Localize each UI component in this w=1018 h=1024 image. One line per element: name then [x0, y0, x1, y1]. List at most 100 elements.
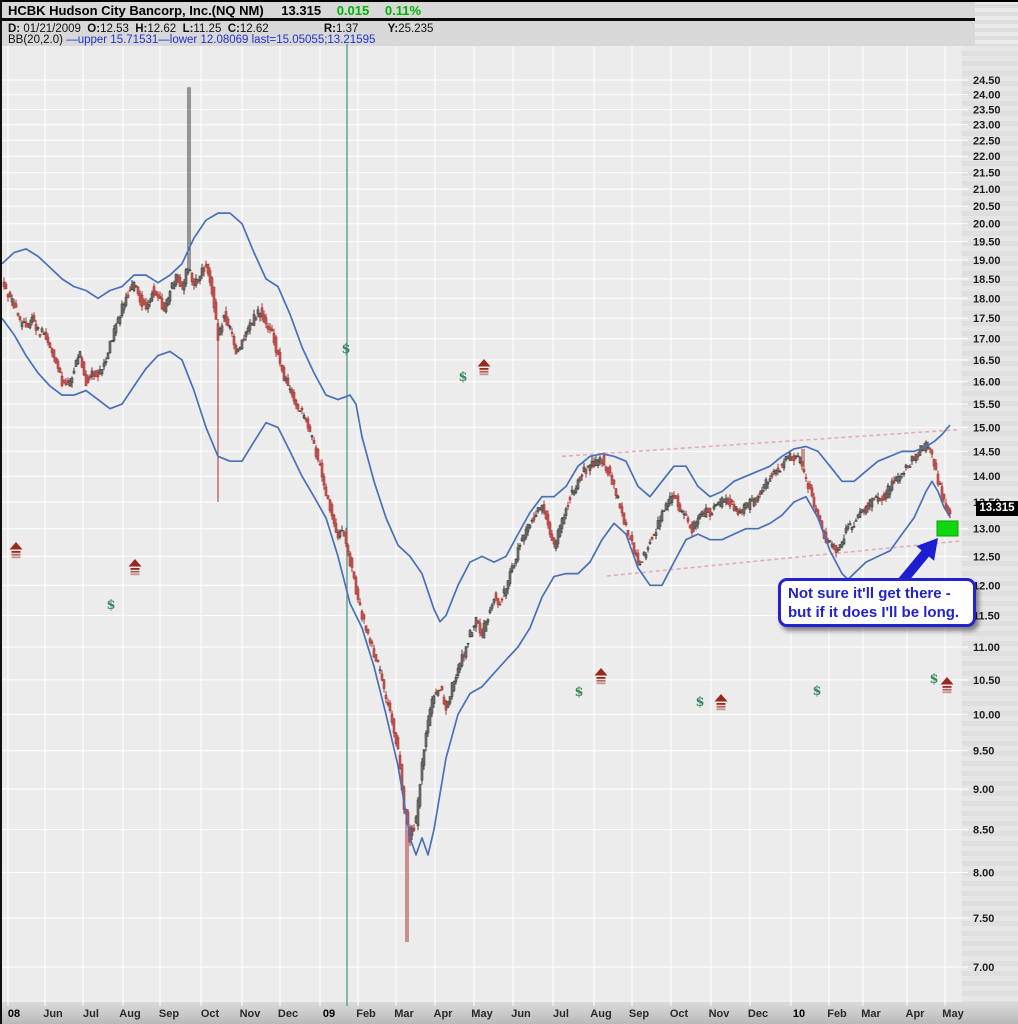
svg-text:Apr: Apr — [906, 1008, 926, 1020]
svg-text:$: $ — [458, 370, 467, 385]
high-label: H: — [135, 23, 148, 35]
annotation-text-line1: Not sure it'll get there - — [788, 585, 951, 602]
svg-text:$: $ — [812, 684, 821, 699]
window-left-border — [0, 0, 2, 1024]
svg-text:09: 09 — [323, 1008, 335, 1020]
svg-text:Mar: Mar — [861, 1008, 881, 1020]
svg-text:Oct: Oct — [670, 1008, 689, 1020]
svg-text:Jul: Jul — [83, 1008, 99, 1020]
time-axis[interactable] — [0, 1002, 1018, 1024]
svg-text:Dec: Dec — [748, 1008, 768, 1020]
svg-text:Jul: Jul — [553, 1008, 569, 1020]
svg-text:24.50: 24.50 — [973, 75, 1001, 87]
ohlc-line: D: 01/21/2009 O:12.53 H:12.62 L:11.25 C:… — [8, 23, 433, 35]
bollinger-upper-line — [1, 212, 951, 623]
svg-text:8.00: 8.00 — [973, 867, 994, 879]
svg-text:11.50: 11.50 — [973, 611, 1000, 623]
svg-text:10: 10 — [793, 1008, 805, 1020]
header-corner-stripes — [975, 0, 1018, 46]
symbol-title: HCBK Hudson City Bancorp, Inc.(NQ NM) — [8, 3, 264, 18]
close-value: 12.62 — [239, 23, 269, 35]
svg-text:10.50: 10.50 — [973, 675, 1001, 687]
svg-text:9.50: 9.50 — [973, 746, 994, 758]
svg-text:$: $ — [574, 685, 583, 700]
svg-text:Mar: Mar — [394, 1008, 414, 1020]
svg-text:$: $ — [929, 672, 938, 687]
trendlines — [561, 428, 963, 577]
svg-text:08: 08 — [8, 1008, 20, 1020]
time-axis-labels: 08 Jun Jul Aug Sep Oct Nov Dec 09 Feb Mar Apr May Jun… — [8, 1008, 965, 1020]
bb-last-label: last= — [251, 34, 277, 46]
bb-upper-label: —upper — [66, 34, 111, 46]
last-price: 13.315 — [281, 3, 322, 18]
svg-text:24.00: 24.00 — [973, 90, 1001, 102]
svg-text:22.00: 22.00 — [973, 151, 1001, 163]
svg-text:22.50: 22.50 — [973, 135, 1001, 147]
svg-text:Nov: Nov — [240, 1008, 262, 1020]
svg-text:8.50: 8.50 — [973, 825, 994, 837]
svg-text:23.50: 23.50 — [973, 105, 1001, 117]
svg-text:18.50: 18.50 — [973, 274, 1001, 286]
svg-text:Aug: Aug — [590, 1008, 611, 1020]
svg-text:17.50: 17.50 — [973, 313, 1001, 325]
svg-text:7.50: 7.50 — [973, 913, 994, 925]
svg-text:9.00: 9.00 — [973, 784, 994, 796]
date-value: 01/21/2009 — [23, 23, 81, 35]
low-label: L: — [182, 23, 194, 35]
y-value: 25.235 — [398, 23, 434, 35]
svg-text:Oct: Oct — [201, 1008, 220, 1020]
red-arrow-markers — [9, 359, 954, 711]
close-label: C: — [227, 23, 240, 35]
svg-text:12.50: 12.50 — [973, 551, 1001, 563]
date-label: D: — [8, 23, 21, 35]
svg-text:$: $ — [341, 342, 350, 357]
y-label: Y: — [387, 23, 399, 35]
bb-indicator-name: BB(20,2.0) — [8, 34, 63, 46]
annotation-text-line2: but if it does I'll be long. — [788, 604, 960, 621]
price-change: 0.015 — [336, 3, 370, 18]
svg-text:Dec: Dec — [278, 1008, 298, 1020]
svg-text:23.00: 23.00 — [973, 120, 1001, 132]
price-axis[interactable] — [962, 46, 1018, 1002]
dividend-dollar-markers: $ $ $ $ $ $ $ — [106, 342, 938, 710]
svg-text:14.00: 14.00 — [973, 471, 1001, 483]
range-label: R: — [323, 23, 337, 35]
svg-text:10.00: 10.00 — [973, 709, 1001, 721]
open-value: 12.53 — [100, 23, 129, 35]
open-label: O: — [87, 23, 101, 35]
candles-down-bodies — [2, 263, 952, 843]
svg-text:May: May — [471, 1008, 493, 1020]
svg-text:12.00: 12.00 — [973, 580, 1001, 592]
indicator-line: BB(20,2.0) —upper 15.71531—lower 12.0806… — [8, 34, 375, 46]
bb-upper-value: 15.71531 — [110, 34, 159, 46]
svg-text:19.00: 19.00 — [973, 255, 1001, 267]
header-divider — [0, 18, 975, 21]
svg-text:Apr: Apr — [434, 1008, 454, 1020]
svg-text:17.00: 17.00 — [973, 334, 1001, 346]
svg-text:Aug: Aug — [119, 1008, 140, 1020]
svg-text:Jun: Jun — [511, 1008, 531, 1020]
svg-text:$: $ — [106, 598, 115, 613]
last-price-badge: 13.315 — [976, 501, 1018, 516]
svg-text:11.00: 11.00 — [973, 642, 1000, 654]
svg-text:Jun: Jun — [43, 1008, 63, 1020]
svg-text:13.00: 13.00 — [973, 524, 1001, 536]
range-value: 1.37 — [336, 23, 359, 35]
gridlines — [0, 46, 968, 1006]
candlesticks — [2, 87, 952, 943]
svg-text:Sep: Sep — [629, 1008, 649, 1020]
annotation-callout[interactable]: Not sure it'll get there - but if it doe… — [778, 578, 976, 627]
svg-text:May: May — [942, 1008, 964, 1020]
quote-line: HCBK Hudson City Bancorp, Inc.(NQ NM) 13… — [8, 3, 421, 18]
svg-text:$: $ — [695, 695, 704, 710]
svg-text:Sep: Sep — [159, 1008, 179, 1020]
svg-text:18.00: 18.00 — [973, 293, 1001, 305]
svg-text:14.50: 14.50 — [973, 446, 1001, 458]
green-target-box[interactable] — [936, 520, 959, 537]
svg-text:Nov: Nov — [709, 1008, 731, 1020]
svg-text:Feb: Feb — [827, 1008, 847, 1020]
bb-last-value: 15.05055;13.21595 — [276, 34, 376, 46]
candles-up-bodies — [10, 267, 930, 836]
